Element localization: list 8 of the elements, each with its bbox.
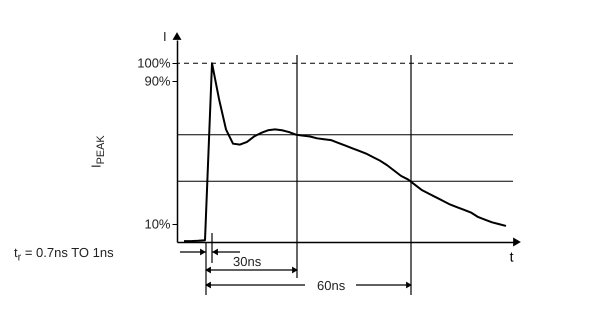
y-tick-label: 10% bbox=[144, 216, 171, 232]
text: 30ns bbox=[233, 254, 262, 269]
text: I bbox=[163, 29, 167, 44]
text: 60ns bbox=[317, 278, 346, 293]
text: t$_{r}$ = 0.7ns TO 1ns bbox=[14, 245, 114, 264]
y-tick-label: 100% bbox=[137, 56, 171, 71]
x-axis-title: t bbox=[510, 248, 514, 264]
y-tick-label: 90% bbox=[144, 74, 171, 89]
